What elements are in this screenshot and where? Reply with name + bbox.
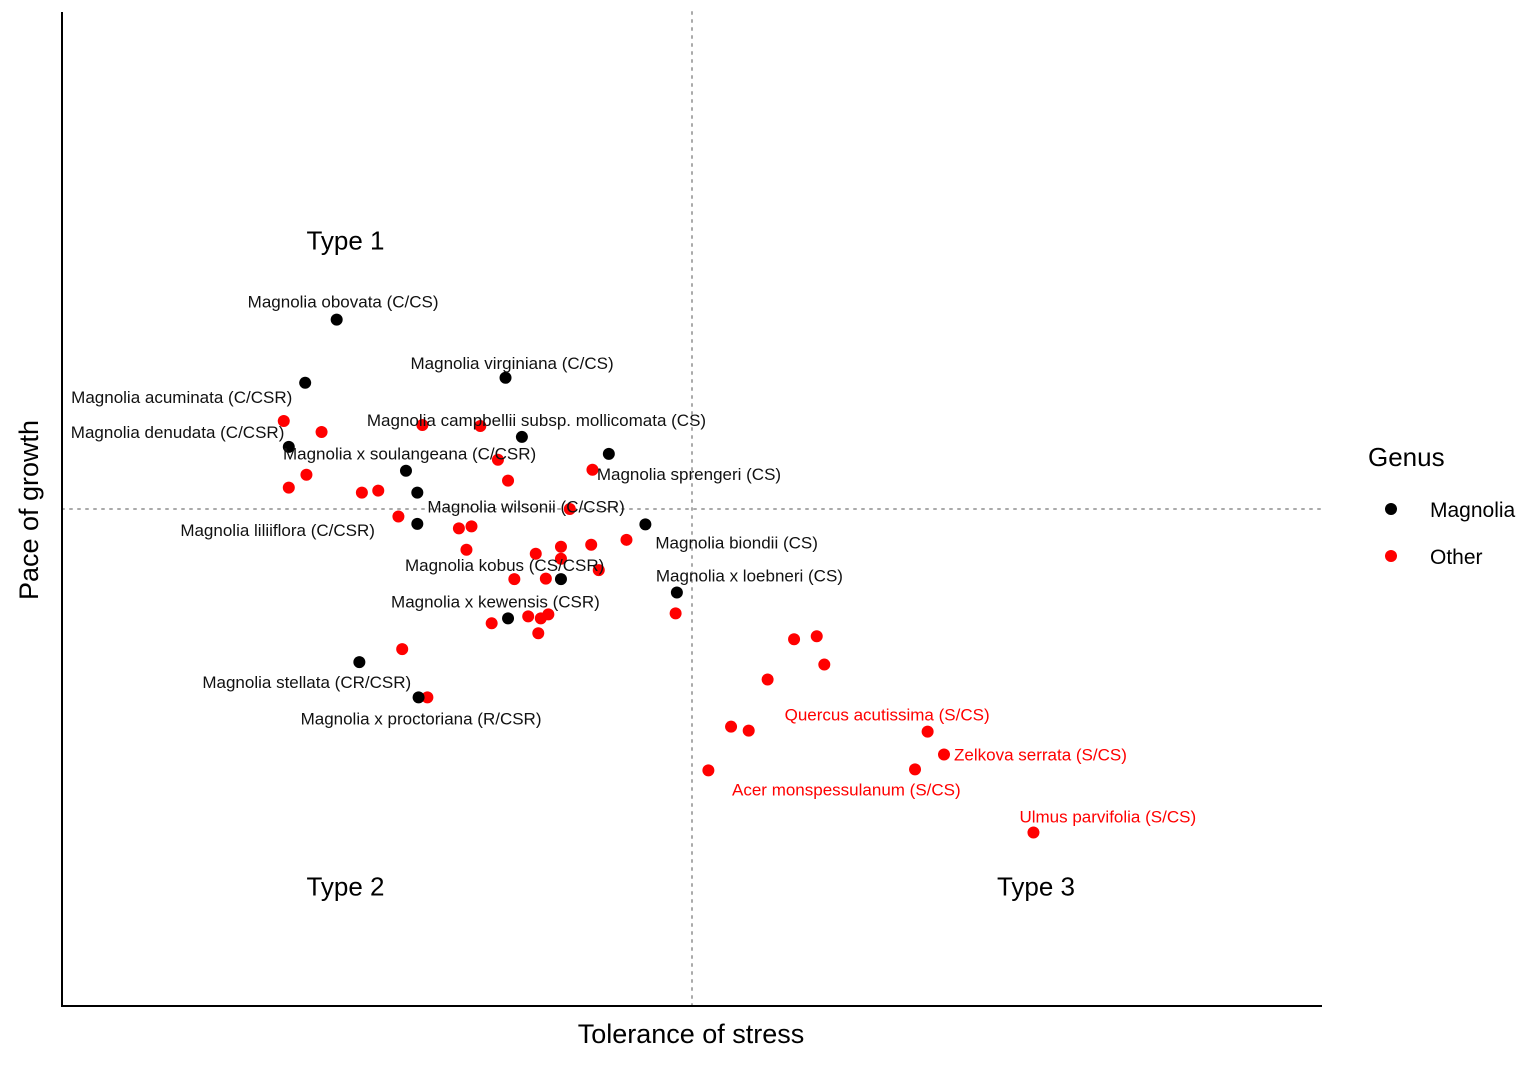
- point-other-2: [315, 425, 328, 438]
- legend-key-other: [1385, 550, 1397, 562]
- quadrant-label-3: Type 3: [997, 872, 1075, 902]
- point-other-7: [300, 468, 313, 481]
- point-other-24: [539, 572, 552, 585]
- point-other-32: [788, 633, 801, 646]
- point-other-22: [592, 564, 605, 577]
- label-magnolia-stellata-cr-csr: Magnolia stellata (CR/CSR): [202, 673, 411, 692]
- label-magnolia-biondii-cs: Magnolia biondii (CS): [655, 533, 818, 552]
- point-other-36: [421, 691, 434, 704]
- x-axis-title: Tolerance of stress: [578, 1019, 805, 1049]
- point-other-26: [522, 610, 535, 623]
- point-other-33: [810, 630, 823, 643]
- point-other-18: [529, 547, 542, 560]
- legend-label-magnolia: Magnolia: [1430, 499, 1516, 522]
- point-other-28: [542, 608, 555, 621]
- point-other-9: [282, 481, 295, 494]
- point-other-34: [761, 673, 774, 686]
- point-other-31: [396, 643, 409, 656]
- label-magnolia-x-proctoriana-r-csr: Magnolia x proctoriana (R/CSR): [301, 709, 542, 728]
- point-other-30: [532, 627, 545, 640]
- point-magnolia-5: [282, 440, 295, 453]
- legend-key-magnolia: [1385, 503, 1397, 515]
- point-other-5: [491, 453, 504, 466]
- point-other-37: [725, 720, 738, 733]
- point-other-20: [585, 538, 598, 551]
- point-other-11: [372, 484, 385, 497]
- label-magnolia-acuminata-c-csr: Magnolia acuminata (C/CSR): [71, 388, 292, 407]
- point-other-15: [452, 522, 465, 535]
- label-quercus-acutissima-s-cs: Quercus acutissima (S/CS): [785, 706, 990, 725]
- point-other-14: [465, 520, 478, 533]
- point-other-13: [392, 510, 405, 523]
- point-other-43: [1027, 826, 1040, 839]
- label-magnolia-x-kewensis-csr: Magnolia x kewensis (CSR): [391, 592, 600, 611]
- point-other-10: [355, 486, 368, 499]
- point-other-21: [620, 533, 633, 546]
- legend: Genus Magnolia Other: [1368, 442, 1516, 569]
- quadrant-label-2: Type 2: [306, 872, 384, 902]
- point-magnolia-3: [299, 376, 312, 389]
- point-other-35: [818, 658, 831, 671]
- point-magnolia-6: [399, 464, 412, 477]
- point-other-6: [586, 463, 599, 476]
- point-magnolia-15: [412, 691, 425, 704]
- label-magnolia-wilsonii-c-csr: Magnolia wilsonii (C/CSR): [427, 498, 624, 517]
- y-axis-title: Pace of growth: [14, 420, 44, 600]
- point-magnolia-4: [515, 430, 528, 443]
- point-magnolia-10: [639, 518, 652, 531]
- axes: [61, 12, 1322, 1007]
- point-magnolia-13: [502, 612, 515, 625]
- point-other-17: [554, 540, 567, 553]
- data-points: [277, 313, 1040, 839]
- quadrant-label-1: Type 1: [306, 226, 384, 256]
- label-magnolia-kobus-cs-csr: Magnolia kobus (CS/CSR): [405, 556, 604, 575]
- point-other-12: [563, 503, 576, 515]
- reference-lines: [61, 11, 1323, 1007]
- label-magnolia-sprengeri-cs: Magnolia sprengeri (CS): [597, 465, 781, 484]
- point-other-41: [909, 763, 922, 776]
- point-other-40: [938, 748, 950, 761]
- point-other-8: [502, 474, 515, 487]
- point-other-3: [416, 419, 429, 432]
- point-other-25: [669, 607, 682, 620]
- label-magnolia-denudata-c-csr: Magnolia denudata (C/CSR): [71, 423, 285, 442]
- point-other-4: [474, 420, 487, 433]
- point-labels: Magnolia obovata (C/CS) Magnolia virginia…: [71, 293, 1196, 827]
- point-other-29: [485, 617, 498, 630]
- point-other-23: [508, 573, 521, 586]
- label-magnolia-liliiflora-c-csr: Magnolia liliiflora (C/CSR): [180, 521, 375, 540]
- label-magnolia-x-loebneri-cs: Magnolia x loebneri (CS): [656, 566, 843, 585]
- point-magnolia-2: [499, 371, 512, 384]
- point-other-19: [554, 552, 567, 565]
- point-magnolia-11: [554, 573, 567, 586]
- point-other-42: [702, 764, 715, 777]
- legend-label-other: Other: [1430, 546, 1483, 569]
- point-magnolia-14: [353, 656, 366, 669]
- point-magnolia-12: [670, 586, 683, 599]
- legend-title: Genus: [1368, 442, 1445, 472]
- quadrant-labels: Type 1 Type 2 Type 3: [306, 226, 1075, 902]
- point-other-16: [460, 543, 473, 556]
- point-magnolia-9: [411, 517, 424, 530]
- point-magnolia-1: [330, 313, 343, 326]
- point-other-39: [921, 725, 934, 738]
- label-ulmus-parvifolia-s-cs: Ulmus parvifolia (S/CS): [1019, 808, 1196, 827]
- point-magnolia-7: [602, 447, 615, 460]
- label-acer-monspessulanum-s-cs: Acer monspessulanum (S/CS): [732, 780, 961, 799]
- point-magnolia-8: [411, 486, 424, 499]
- point-other-38: [742, 724, 755, 737]
- label-magnolia-obovata-c-cs: Magnolia obovata (C/CS): [248, 293, 439, 312]
- label-zelkova-serrata-s-cs: Zelkova serrata (S/CS): [954, 746, 1127, 765]
- label-magnolia-campbellii-subsp-mollicomata-cs: Magnolia campbellii subsp. mollicomata (…: [367, 411, 706, 430]
- label-magnolia-virginiana-c-cs: Magnolia virginiana (C/CS): [411, 354, 614, 373]
- label-magnolia-x-soulangeana-c-csr: Magnolia x soulangeana (C/CSR): [283, 445, 536, 464]
- point-other-1: [277, 415, 290, 428]
